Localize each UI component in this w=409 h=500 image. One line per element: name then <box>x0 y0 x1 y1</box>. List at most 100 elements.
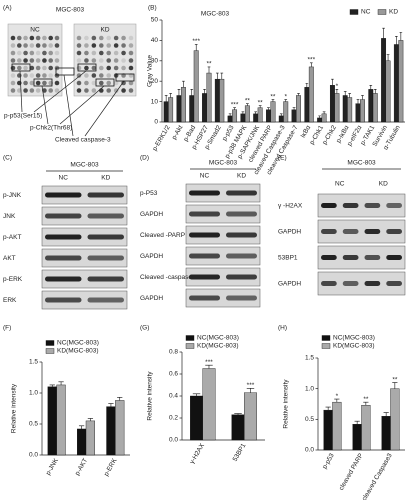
pointer-line <box>19 70 23 113</box>
array-spot <box>54 35 60 41</box>
array-spot <box>54 58 60 63</box>
array-spot <box>76 73 82 78</box>
array-spot <box>106 80 112 86</box>
lane-label: NC <box>335 181 345 188</box>
bar <box>308 66 314 123</box>
array-spot <box>48 58 54 63</box>
legend-label: KD(MGC-803) <box>333 343 375 350</box>
array-spot <box>10 88 16 93</box>
array-spot <box>48 65 54 71</box>
bar <box>231 414 245 441</box>
error-bar <box>205 364 213 369</box>
y-tick-label: 40 <box>151 37 159 44</box>
array-spot <box>29 58 35 63</box>
array-spot <box>128 50 134 56</box>
blot-strip <box>41 290 128 310</box>
blot-strip <box>41 248 128 268</box>
bar <box>393 44 399 123</box>
array-spot <box>42 88 47 93</box>
row-label: GAPDH <box>278 281 301 288</box>
row-label: p-AKT <box>3 234 21 241</box>
blot-band <box>226 295 257 301</box>
array-spot <box>23 50 28 56</box>
array-spot <box>29 65 35 71</box>
significance-mark: ** <box>363 396 369 403</box>
blot-band <box>364 255 381 260</box>
error-bar <box>234 413 242 415</box>
array-spot <box>128 58 134 63</box>
array-spot <box>91 88 97 93</box>
error-bar <box>254 111 258 114</box>
significance-mark: *** <box>205 359 213 366</box>
blot-title: MGC-803 <box>209 160 238 167</box>
blot-strip <box>317 219 406 244</box>
bar <box>329 85 335 123</box>
row-label: GAPDH <box>140 295 163 302</box>
legend-label: NC(MGC-803) <box>333 335 375 342</box>
blot-band <box>386 229 402 234</box>
lane-label: NC <box>200 173 210 180</box>
error-bar <box>194 44 198 51</box>
blot-band <box>386 281 402 286</box>
error-bar <box>108 403 114 407</box>
array-spot <box>16 73 22 78</box>
array-spot <box>91 43 97 48</box>
y-tick-label: 0.2 <box>169 415 178 422</box>
blot-band <box>321 281 337 286</box>
blot-band <box>189 295 220 301</box>
blot-band <box>189 274 220 280</box>
array-spot <box>10 80 16 86</box>
row-label: GAPDH <box>278 229 301 236</box>
blot-strip <box>185 246 261 266</box>
array-spot <box>42 58 47 63</box>
blot-strip <box>41 185 128 205</box>
bar <box>115 400 125 456</box>
y-tick-label: 1.5 <box>29 359 38 366</box>
y-tick-label: 30 <box>151 58 159 65</box>
error-bar <box>305 82 309 88</box>
array-spot <box>23 35 28 41</box>
array-spot <box>121 80 126 86</box>
blot-strip <box>41 206 128 226</box>
blot-band <box>342 203 359 208</box>
bar <box>76 428 87 456</box>
panel-label: (G) <box>140 325 149 332</box>
bar <box>253 113 259 123</box>
blot-band <box>342 281 359 286</box>
blot-strip <box>185 204 261 224</box>
error-bar <box>192 393 201 396</box>
error-bar <box>215 72 219 80</box>
array-spot <box>121 50 126 56</box>
blot-title: MGC-803 <box>347 160 376 167</box>
bar <box>227 115 233 123</box>
array-spot <box>98 43 104 48</box>
array-spot <box>121 35 126 41</box>
bar <box>385 60 391 123</box>
significance-mark: *** <box>247 382 255 389</box>
array-spot <box>29 80 35 86</box>
bar <box>332 401 342 451</box>
array-spot <box>35 58 41 63</box>
blot-band <box>189 232 220 238</box>
array-spot <box>121 65 126 71</box>
array-membrane <box>7 23 63 97</box>
array-spot <box>23 65 28 71</box>
blot-band <box>226 232 257 238</box>
blot-band <box>45 192 82 198</box>
legend-swatch <box>321 343 331 349</box>
row-label: JNK <box>3 213 16 220</box>
legend-swatch <box>185 343 195 349</box>
legend-label: NC(MGC-803) <box>197 335 239 342</box>
pointer-line <box>41 85 49 125</box>
array-spot <box>16 58 22 63</box>
bar <box>257 107 263 123</box>
array-spot <box>84 50 89 56</box>
y-axis-label: Gray Value <box>147 55 154 87</box>
error-bar <box>382 27 385 39</box>
array-spot <box>84 58 89 63</box>
array-label: Cleaved caspase-3 <box>55 137 111 144</box>
error-bar <box>334 398 340 403</box>
pointer-line <box>33 70 87 113</box>
array-spot <box>16 50 22 56</box>
blot-strip <box>185 267 261 287</box>
